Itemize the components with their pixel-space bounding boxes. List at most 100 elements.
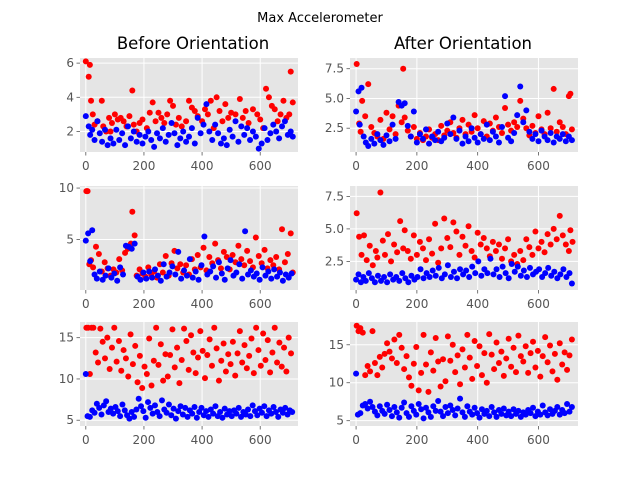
data-point — [155, 109, 162, 116]
data-point — [215, 377, 222, 384]
data-point — [244, 247, 251, 254]
series-red — [353, 322, 575, 395]
data-point — [98, 411, 105, 418]
data-point — [213, 274, 220, 281]
points-layer — [82, 58, 296, 152]
data-point — [82, 237, 89, 244]
data-point — [429, 267, 436, 274]
data-point — [194, 251, 201, 258]
data-point — [353, 276, 360, 283]
data-point — [233, 410, 240, 417]
y-tick-label: 7.5 — [325, 62, 344, 76]
data-point — [227, 361, 234, 368]
data-point — [432, 272, 439, 279]
data-point — [120, 271, 127, 278]
data-point — [491, 366, 498, 373]
data-point — [449, 341, 456, 348]
data-point — [362, 372, 369, 379]
data-point — [356, 233, 363, 240]
data-point — [170, 405, 177, 412]
data-point — [148, 137, 155, 144]
data-point — [364, 363, 371, 370]
data-point — [183, 272, 190, 279]
data-point — [483, 379, 490, 386]
data-point — [454, 352, 461, 359]
data-point — [264, 337, 271, 344]
data-point — [249, 128, 256, 135]
data-point — [419, 135, 426, 142]
data-point — [500, 405, 507, 412]
data-point — [441, 134, 448, 141]
data-point — [440, 413, 447, 420]
data-point — [505, 236, 512, 243]
y-tick-label: 2.5 — [325, 254, 344, 268]
data-point — [374, 372, 381, 379]
data-point — [471, 112, 478, 119]
data-point — [416, 238, 423, 245]
data-point — [566, 352, 573, 359]
data-point — [258, 140, 265, 147]
x-tick-label: 0 — [82, 297, 90, 311]
y-tick-label: 5 — [66, 413, 74, 427]
y-tick-label: 15 — [329, 338, 344, 352]
data-point — [425, 409, 432, 416]
data-point — [219, 414, 226, 421]
data-point — [464, 403, 471, 410]
data-point — [88, 97, 95, 104]
data-point — [376, 353, 383, 360]
data-point — [355, 271, 362, 278]
data-point — [255, 145, 262, 152]
x-tick-label: 200 — [405, 159, 428, 173]
x-tick-label: 400 — [191, 433, 214, 447]
data-point — [288, 270, 295, 277]
data-point — [388, 355, 395, 362]
data-point — [274, 118, 281, 125]
data-point — [223, 142, 230, 149]
data-point — [353, 108, 360, 115]
data-point — [186, 97, 192, 104]
data-point — [279, 123, 286, 130]
data-point — [403, 353, 410, 360]
data-point — [396, 414, 403, 421]
data-point — [107, 128, 114, 135]
points-layer — [353, 189, 576, 287]
data-point — [376, 403, 383, 410]
data-point — [232, 111, 239, 118]
data-point — [152, 118, 159, 125]
data-point — [213, 94, 220, 101]
data-point — [84, 188, 91, 195]
data-point — [405, 413, 412, 420]
data-point — [195, 354, 202, 361]
data-point — [262, 356, 269, 363]
data-point — [228, 413, 235, 420]
data-point — [98, 97, 105, 104]
data-point — [407, 133, 414, 140]
data-point — [220, 135, 227, 142]
data-point — [92, 349, 99, 356]
data-point — [365, 143, 372, 150]
data-point — [561, 349, 568, 356]
data-point — [217, 140, 224, 147]
points-layer — [82, 188, 296, 284]
data-point — [111, 270, 118, 277]
data-point — [410, 108, 417, 115]
data-point — [544, 412, 551, 419]
data-point — [289, 133, 296, 140]
data-point — [183, 138, 190, 145]
data-point — [477, 131, 484, 138]
data-point — [559, 131, 566, 138]
data-point — [539, 353, 546, 360]
data-point — [188, 332, 195, 339]
y-tick-label: 5 — [66, 233, 74, 247]
data-point — [238, 123, 245, 130]
data-point — [527, 410, 534, 417]
data-point — [90, 324, 97, 331]
data-point — [454, 405, 461, 412]
data-point — [410, 232, 417, 239]
data-point — [261, 246, 268, 253]
data-point — [381, 274, 388, 280]
data-point — [388, 413, 395, 420]
data-point — [517, 353, 524, 360]
data-point — [146, 109, 153, 116]
data-point — [128, 245, 135, 252]
